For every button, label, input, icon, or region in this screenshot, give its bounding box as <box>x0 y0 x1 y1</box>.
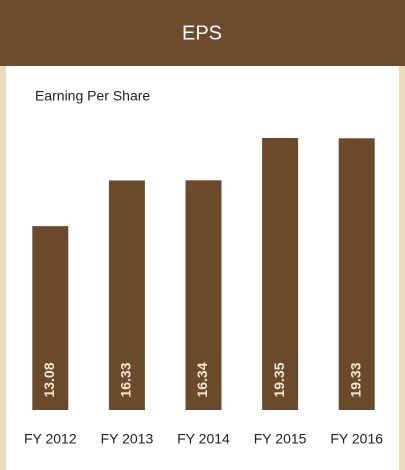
value-label: 16.34 <box>194 362 210 397</box>
bar <box>108 180 145 410</box>
bar <box>185 180 222 410</box>
value-label: 16.33 <box>118 362 134 397</box>
bar <box>262 138 299 410</box>
header-bar <box>0 0 405 66</box>
chart-title: EPS <box>182 22 222 44</box>
x-tick-label: FY 2014 <box>177 431 230 447</box>
bar <box>32 226 69 410</box>
bar <box>338 138 375 411</box>
value-label: 19.35 <box>271 362 287 397</box>
x-tick-label: FY 2013 <box>101 431 154 447</box>
x-tick-label: FY 2012 <box>24 431 77 447</box>
value-label: 19.33 <box>347 362 363 397</box>
chart-subtitle: Earning Per Share <box>35 88 150 104</box>
value-label: 13.08 <box>41 362 57 397</box>
x-tick-label: FY 2015 <box>254 431 307 447</box>
x-tick-label: FY 2016 <box>330 431 383 447</box>
